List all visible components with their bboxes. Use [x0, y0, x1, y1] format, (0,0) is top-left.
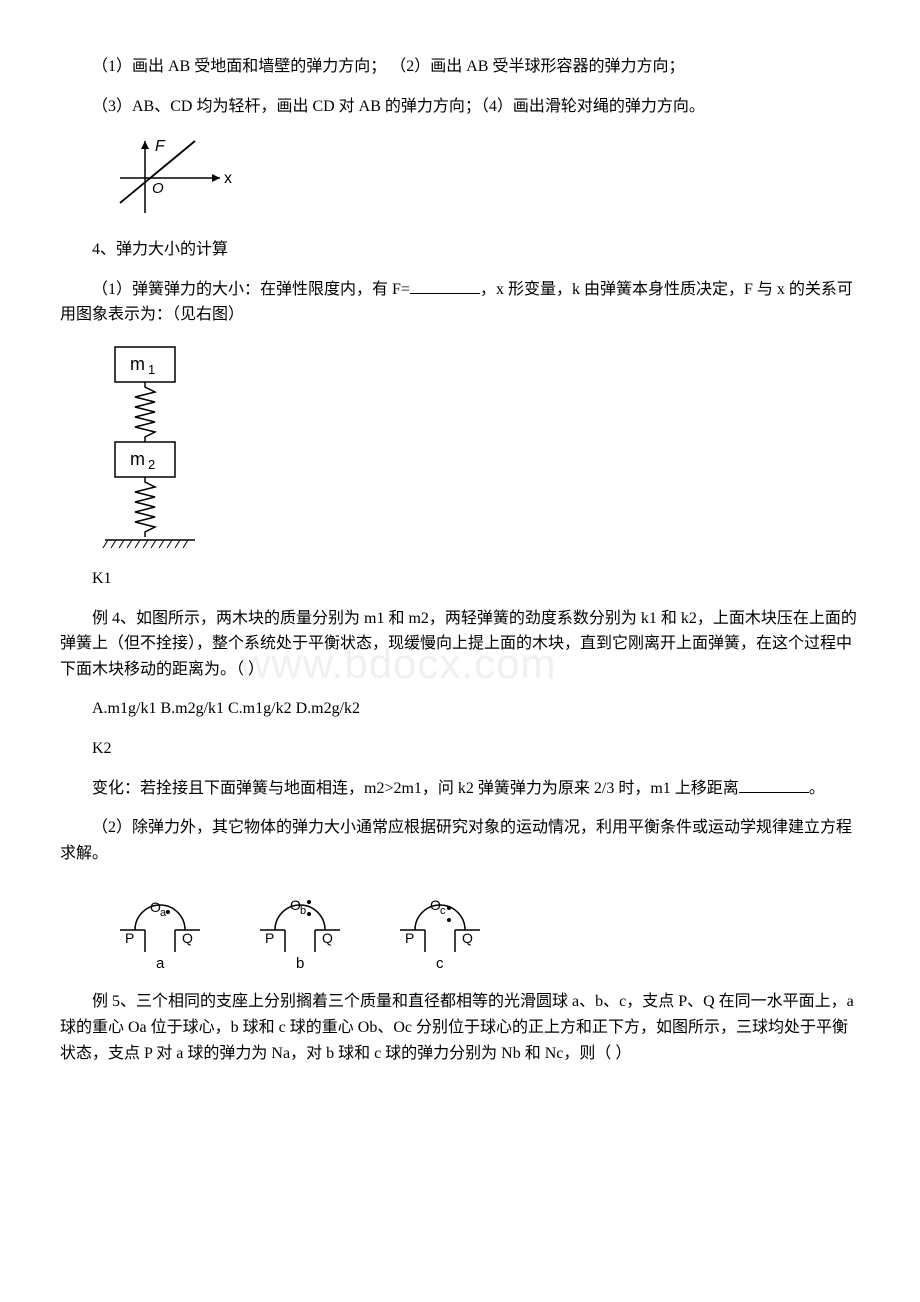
paragraph-5: 例 4、如图所示，两木块的质量分别为 m1 和 m2，两轻弹簧的劲度系数分别为 … — [60, 606, 860, 683]
k1-label: K1 — [60, 566, 860, 592]
svg-text:m: m — [130, 354, 145, 374]
svg-text:2: 2 — [148, 457, 155, 472]
p4-text-a: （1）弹簧弹力的大小：在弹性限度内，有 F= — [92, 281, 410, 298]
paragraph-8: （2）除弹力外，其它物体的弹力大小通常应根据研究对象的运动情况，利用平衡条件或运… — [60, 815, 860, 866]
svg-text:P: P — [405, 930, 414, 946]
paragraph-7: 变化：若拴接且下面弹簧与地面相连，m2>2m1，问 k2 弹簧弹力为原来 2/3… — [60, 776, 860, 802]
paragraph-2: （3）AB、CD 均为轻杆，画出 CD 对 AB 的弹力方向；（4）画出滑轮对绳… — [60, 94, 860, 120]
svg-text:Q: Q — [182, 930, 193, 946]
svg-text:a: a — [160, 907, 167, 919]
three-balls-diagram: O a P Q a O b P Q b — [100, 880, 860, 975]
k2-label: K2 — [60, 736, 860, 762]
svg-text:a: a — [156, 955, 165, 972]
spring-mass-diagram: m 1 m 2 — [100, 342, 860, 552]
svg-text:c: c — [436, 955, 444, 972]
svg-text:P: P — [265, 930, 274, 946]
svg-text:1: 1 — [148, 362, 155, 377]
p7-text-a: 变化：若拴接且下面弹簧与地面相连，m2>2m1，问 k2 弹簧弹力为原来 2/3… — [92, 780, 739, 797]
fx-axis-diagram: F O x — [100, 133, 860, 223]
svg-text:b: b — [296, 955, 304, 972]
blank-1 — [410, 278, 480, 294]
svg-text:P: P — [125, 930, 134, 946]
paragraph-3: 4、弹力大小的计算 — [60, 237, 860, 263]
paragraph-1: （1）画出 AB 受地面和墙壁的弹力方向； （2）画出 AB 受半球形容器的弹力… — [60, 54, 860, 80]
paragraph-6-options: A.m1g/k1 B.m2g/k1 C.m1g/k2 D.m2g/k2 — [60, 696, 860, 722]
paragraph-9: 例 5、三个相同的支座上分别搁着三个质量和直径都相等的光滑圆球 a、b、c，支点… — [60, 989, 860, 1066]
svg-text:c: c — [440, 905, 446, 917]
svg-text:Q: Q — [322, 930, 333, 946]
svg-text:Q: Q — [462, 930, 473, 946]
svg-text:m: m — [130, 449, 145, 469]
svg-text:F: F — [155, 138, 166, 155]
paragraph-4: （1）弹簧弹力的大小：在弹性限度内，有 F=，x 形变量，k 由弹簧本身性质决定… — [60, 277, 860, 328]
svg-text:x: x — [224, 170, 232, 187]
document-content: （1）画出 AB 受地面和墙壁的弹力方向； （2）画出 AB 受半球形容器的弹力… — [60, 54, 860, 1066]
blank-2 — [739, 777, 809, 793]
svg-text:O: O — [152, 180, 164, 197]
p7-text-b: 。 — [809, 780, 825, 797]
svg-text:b: b — [300, 905, 306, 917]
